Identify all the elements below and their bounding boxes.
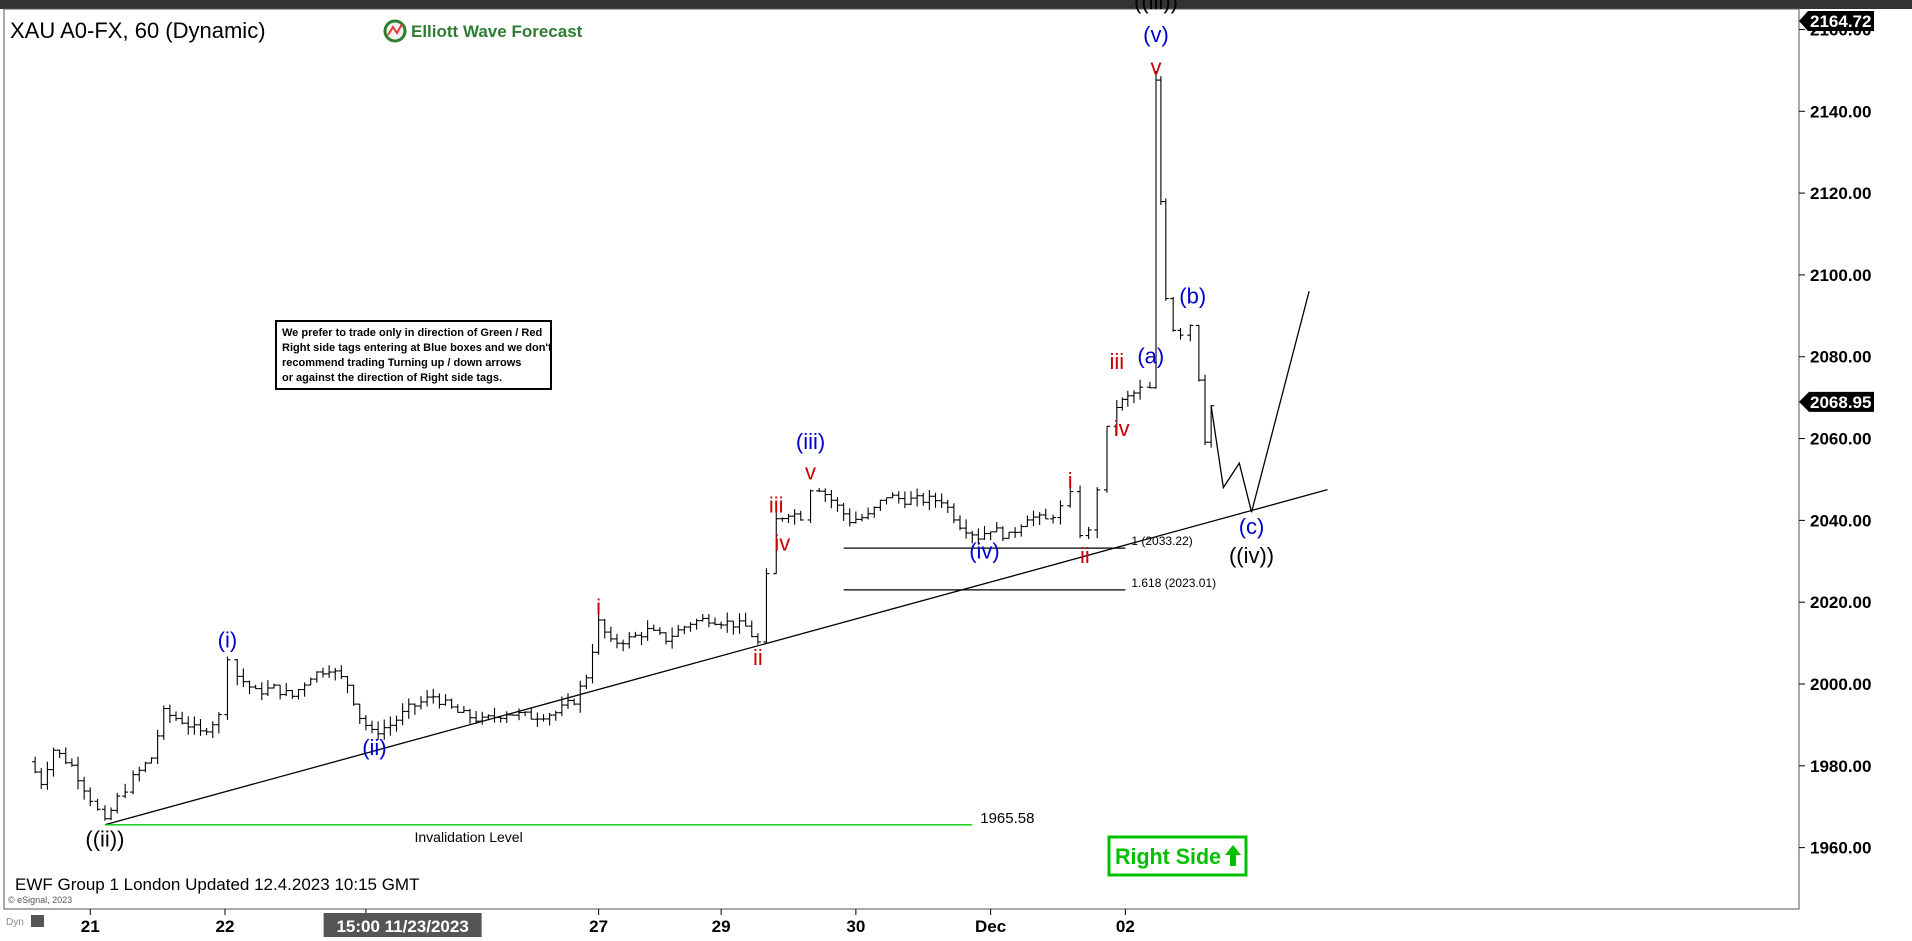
invalidation-value-label: 1965.58	[980, 810, 1034, 827]
wave-label: ((ii))	[85, 827, 124, 852]
wave-label: (iii)	[796, 429, 825, 454]
x-tick-label: 30	[846, 917, 865, 936]
wave-label: (i)	[218, 627, 238, 652]
wave-label: i	[596, 595, 601, 620]
logo-icon-wave	[387, 23, 403, 36]
trendline-layer	[104, 489, 1328, 826]
logo-text: Elliott Wave Forecast	[411, 22, 583, 41]
x-axis: 212223272930Dec0215:00 11/23/2023	[81, 909, 1135, 937]
right-side-tag: Right Side	[1107, 835, 1248, 877]
wave-label: ii	[753, 645, 763, 670]
wave-label: ii	[1080, 543, 1090, 568]
symbol-title: XAU A0-FX, 60 (Dynamic)	[10, 18, 266, 43]
wave-label: iii	[1109, 349, 1124, 374]
y-tick-label: 1980.00	[1810, 757, 1871, 776]
wave-label: ((iv))	[1229, 543, 1274, 568]
top-price-tag	[1799, 11, 1874, 31]
right-side-box	[1107, 835, 1248, 877]
x-tick-label: 02	[1116, 917, 1135, 936]
wave-label: iii	[769, 492, 784, 517]
wave-label: v	[1151, 55, 1162, 80]
plot-frame	[3, 8, 1800, 910]
y-tick-label: 2060.00	[1810, 430, 1871, 449]
y-tick-label: 2020.00	[1810, 593, 1871, 612]
wave-label: (iv)	[969, 539, 1000, 564]
wave-label: (b)	[1179, 284, 1206, 309]
dyn-label: Dyn	[6, 917, 24, 928]
x-tick-label: 21	[81, 917, 100, 936]
wave-label: iv	[774, 531, 790, 556]
updated-text: EWF Group 1 London Updated 12.4.2023 10:…	[15, 875, 419, 894]
wave-label: (v)	[1143, 22, 1169, 47]
y-tick-label: 2140.00	[1810, 102, 1871, 121]
fib-level-label: 1 (2033.22)	[1131, 534, 1192, 548]
note-line-4: or against the direction of Right side t…	[282, 372, 502, 384]
wave-label: (a)	[1137, 344, 1164, 369]
wave-label: iv	[1114, 416, 1130, 441]
y-tick-label: 2080.00	[1810, 348, 1871, 367]
up-arrow-icon	[1225, 845, 1241, 866]
wave-label: (ii)	[362, 735, 386, 760]
top-price-label: 2164.72	[1810, 12, 1871, 31]
y-axis: 1960.00 1980.00 2000.00 2020.00 2040.00 2060.…	[1799, 11, 1874, 858]
x-tick-label: 29	[712, 917, 731, 936]
x-tick-label: Dec	[975, 917, 1006, 936]
copyright: © eSignal, 2023	[8, 895, 72, 905]
note-line-2: Right side tags entering at Blue boxes a…	[282, 342, 552, 354]
y-tick-label: 2100.00	[1810, 266, 1871, 285]
right-side-label: Right Side	[1115, 844, 1221, 869]
y-tick-label: 1960.00	[1810, 839, 1871, 858]
x-tick-label: 27	[589, 917, 608, 936]
y-tick-label: 2040.00	[1810, 511, 1871, 530]
y-tick-label: 2120.00	[1810, 184, 1871, 203]
note-box	[275, 320, 552, 390]
wave-label: (c)	[1239, 514, 1265, 539]
wave-label: ((iii))	[1134, 0, 1178, 14]
x-tick-label: 22	[216, 917, 235, 936]
wave-label: v	[805, 460, 816, 485]
invalidation-text: Invalidation Level	[415, 829, 523, 845]
dyn-icon	[31, 915, 44, 927]
last-price-label: 2068.95	[1810, 393, 1871, 412]
logo: Elliott Wave Forecast	[383, 19, 583, 43]
projection-layer	[1210, 291, 1310, 513]
y-tick-label: 2000.00	[1810, 675, 1871, 694]
crosshair-time-bg	[323, 913, 482, 937]
levels-layer: 1965.58 Invalidation Level 1 (2033.22) 1.61…	[104, 534, 1216, 845]
price-bars-layer	[32, 71, 1215, 821]
note-line-1: We prefer to trade only in direction of …	[282, 327, 542, 339]
wave-labels-layer: ((ii))(i)(ii)iiiiiiivv(iii)(iv)iiiiiiivv…	[85, 0, 1274, 852]
fib-level-label: 1.618 (2023.01)	[1131, 576, 1216, 590]
note-line-3: recommend trading Turning up / down arro…	[282, 357, 521, 369]
chart-top-bar	[0, 0, 1912, 9]
crosshair-time-label: 15:00 11/23/2023	[336, 917, 468, 936]
last-price-tag	[1799, 391, 1874, 412]
trendline	[104, 489, 1328, 826]
projection-path	[1210, 291, 1310, 513]
wave-label: i	[1068, 468, 1073, 493]
